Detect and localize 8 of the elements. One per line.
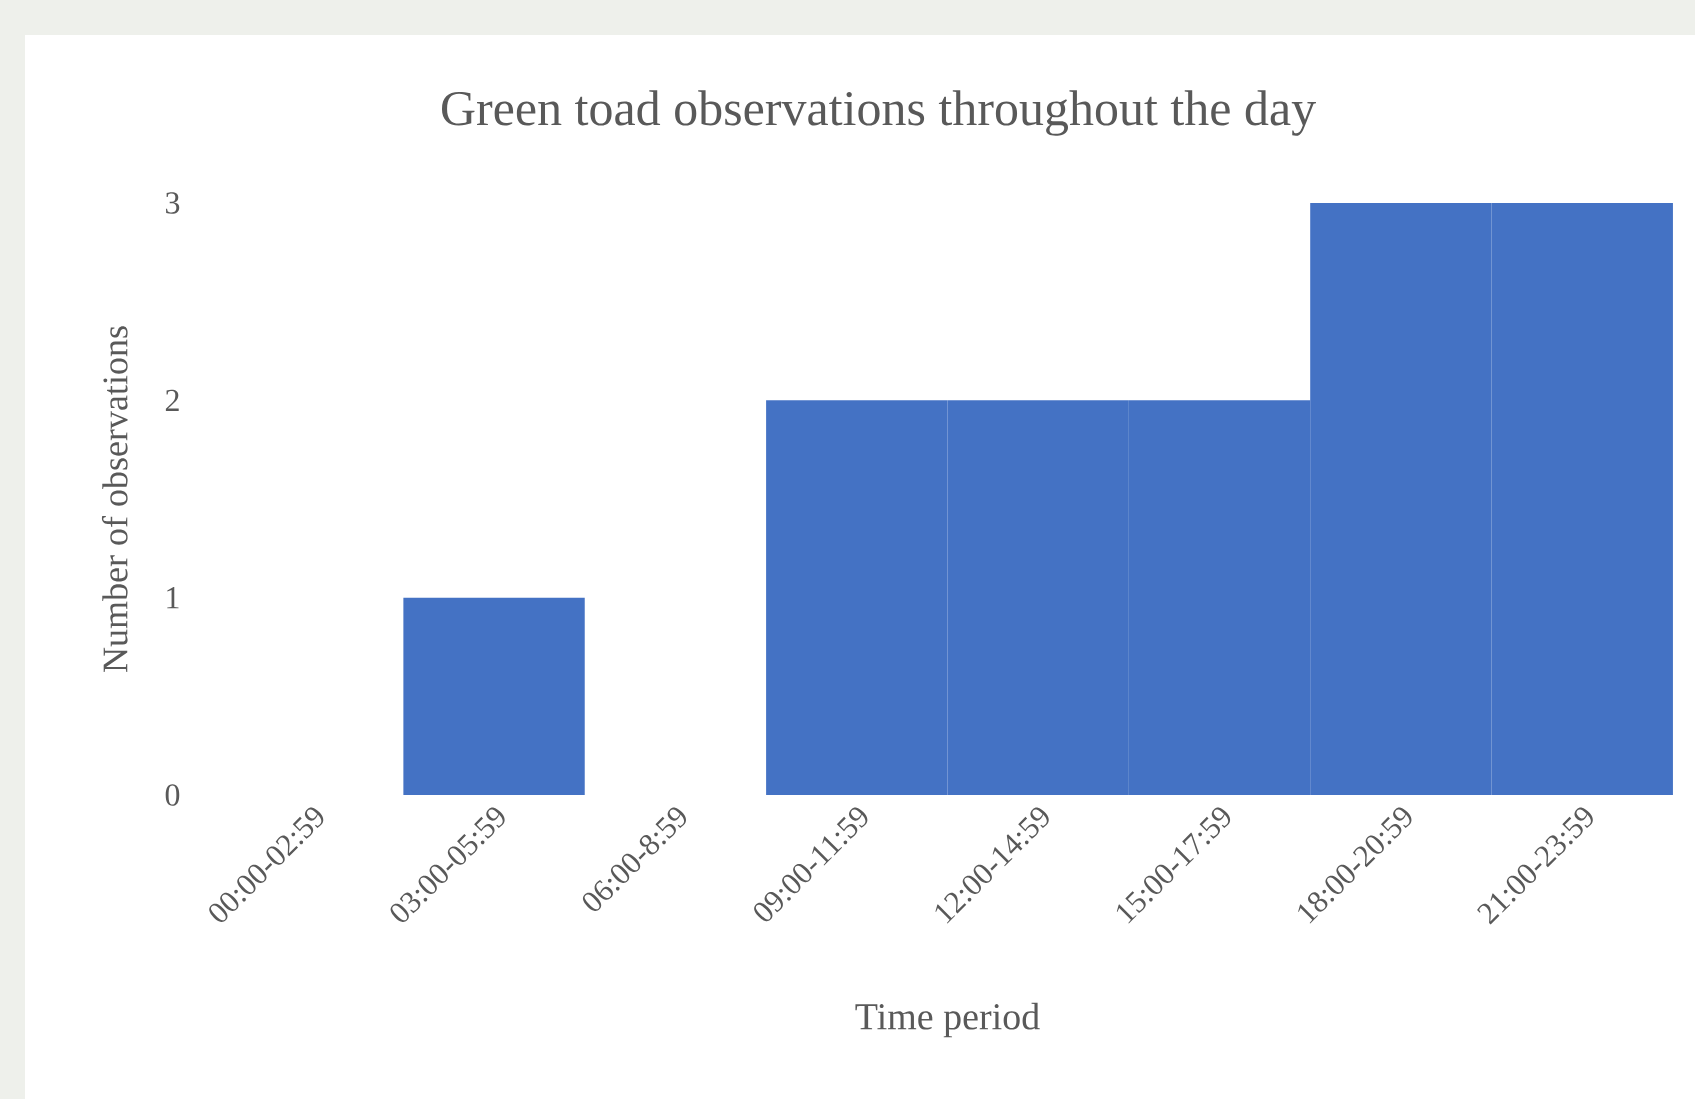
y-tick-label: 2 xyxy=(165,389,179,411)
chart-title: Green toad observations throughout the day xyxy=(441,90,1316,136)
y-axis-title: Number of observations xyxy=(101,326,128,672)
y-tick-label: 1 xyxy=(167,587,179,609)
y-tick-label: 0 xyxy=(165,784,180,806)
bar xyxy=(403,597,585,795)
y-tick-label: 3 xyxy=(166,192,180,214)
x-axis-title: Time period xyxy=(855,1002,1040,1038)
